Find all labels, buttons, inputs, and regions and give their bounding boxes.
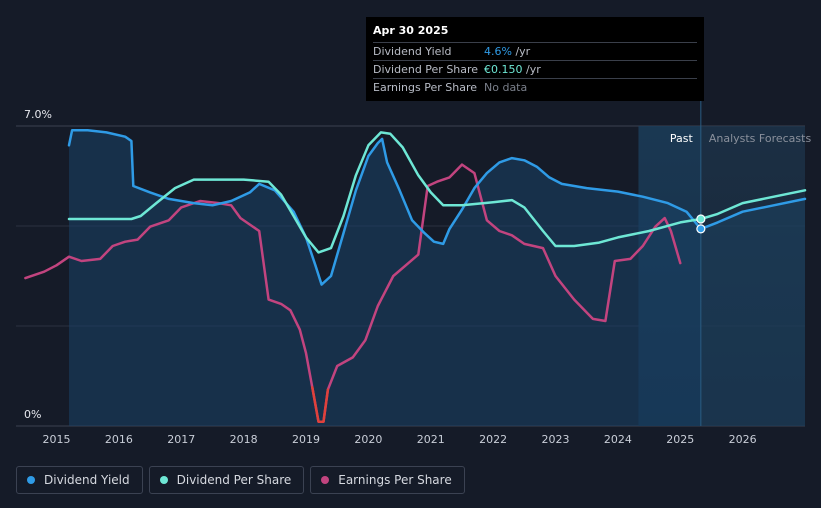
x-tick-label: 2023 bbox=[542, 433, 570, 446]
x-tick-label: 2017 bbox=[167, 433, 195, 446]
forecast-region-label: Analysts Forecasts bbox=[709, 132, 812, 145]
dividend-yield-dot-icon bbox=[27, 476, 35, 484]
earnings-per-share-dot-icon bbox=[321, 476, 330, 484]
earnings-per-share-line bbox=[24, 163, 682, 423]
tooltip-row-dividend-per-share: Dividend Per Share €0.150 /yr bbox=[373, 60, 697, 78]
legend-item-earnings-per-share[interactable]: Earnings Per Share bbox=[310, 466, 465, 494]
current-value-markers bbox=[696, 214, 706, 234]
x-tick-label: 2022 bbox=[479, 433, 507, 446]
legend-item-dividend-per-share[interactable]: Dividend Per Share bbox=[148, 466, 305, 494]
dividend-yield-forecast-line bbox=[699, 197, 807, 231]
dividend-per-share-marker bbox=[696, 214, 706, 224]
tooltip-row-earnings-per-share: Earnings Per Share No data bbox=[373, 78, 697, 96]
earnings-per-share-negative-line bbox=[311, 386, 330, 423]
x-tick-label: 2021 bbox=[417, 433, 445, 446]
x-tick-label: 2024 bbox=[604, 433, 632, 446]
x-tick-label: 2019 bbox=[292, 433, 320, 446]
x-tick-label: 2025 bbox=[666, 433, 694, 446]
y-axis-min-label: 0% bbox=[24, 408, 41, 421]
tooltip-unit: /yr bbox=[522, 63, 541, 76]
tooltip-date: Apr 30 2025 bbox=[373, 24, 449, 37]
x-axis-ticks: 2015 2016 2017 2018 2019 2020 2021 2022 2023 2024… bbox=[43, 433, 757, 446]
past-region-label: Past bbox=[670, 132, 694, 145]
tooltip-unit: /yr bbox=[511, 45, 531, 58]
x-tick-label: 2020 bbox=[354, 433, 382, 446]
legend-label: Dividend Yield bbox=[44, 473, 130, 487]
x-tick-label: 2026 bbox=[729, 433, 757, 446]
x-tick-label: 2018 bbox=[230, 433, 258, 446]
tooltip-value: No data bbox=[484, 81, 528, 94]
tooltip-label: Dividend Yield bbox=[373, 45, 452, 58]
tooltip-label: Earnings Per Share bbox=[373, 81, 478, 94]
y-axis-max-label: 7.0% bbox=[24, 108, 52, 121]
x-tick-label: 2015 bbox=[43, 433, 71, 446]
tooltip: Apr 30 2025 Dividend Yield 4.6% /yr Divi… bbox=[366, 17, 704, 101]
dividend-per-share-dot-icon bbox=[159, 476, 168, 484]
tooltip-value: €0.150 bbox=[484, 63, 523, 76]
dividend-per-share-line bbox=[67, 131, 807, 254]
forecast-region bbox=[700, 126, 805, 426]
legend: Dividend Yield Dividend Per Share Earnin… bbox=[16, 466, 465, 494]
legend-label: Dividend Per Share bbox=[176, 473, 292, 487]
legend-label: Earnings Per Share bbox=[338, 473, 452, 487]
dividend-yield-marker bbox=[696, 224, 706, 234]
tooltip-label: Dividend Per Share bbox=[373, 63, 479, 76]
dividend-yield-forecast-area bbox=[700, 198, 805, 426]
legend-item-dividend-yield[interactable]: Dividend Yield bbox=[16, 466, 143, 494]
x-tick-label: 2016 bbox=[105, 433, 133, 446]
tooltip-row-dividend-yield: Dividend Yield 4.6% /yr bbox=[373, 42, 697, 60]
tooltip-value: 4.6% bbox=[484, 45, 512, 58]
